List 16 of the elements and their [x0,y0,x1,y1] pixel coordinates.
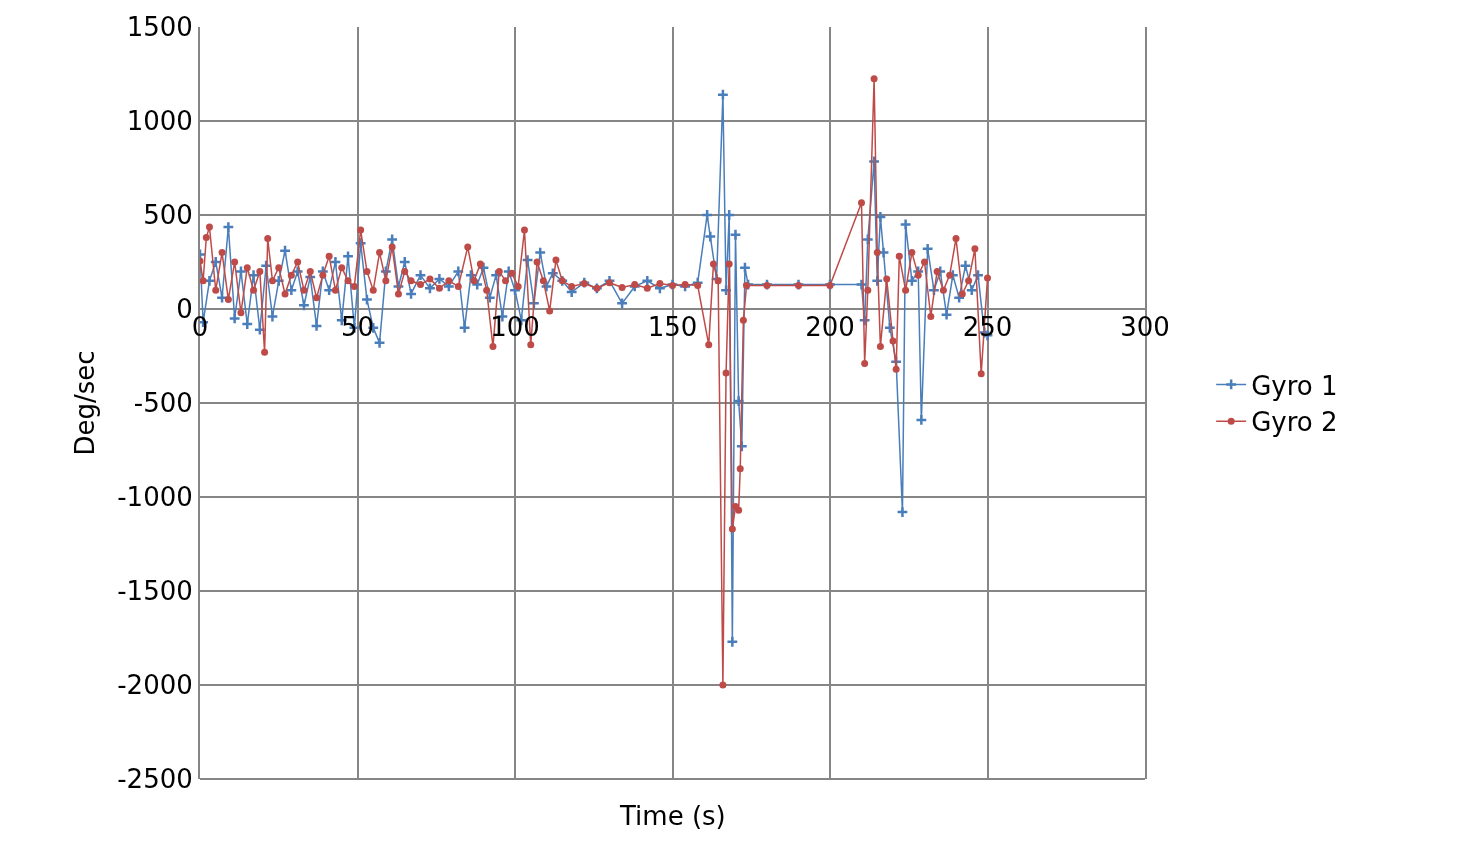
y-tick-label: -500 [133,388,193,419]
y-tick-label: -1000 [117,482,193,513]
legend-label: Gyro 2 [1251,407,1338,438]
y-axis-title: Deg/sec [70,350,101,456]
x-tick-label: 200 [805,312,855,342]
y-tick-label: 500 [143,200,193,231]
y-tick-label: 1000 [126,106,193,137]
y-tick-label: -1500 [117,576,193,607]
x-tick-label: 150 [647,312,698,342]
x-axis-title: Time (s) [619,801,726,831]
x-tick-label: 300 [1120,312,1170,342]
y-tick-label: 1500 [126,12,193,43]
x-tick-label: 50 [340,312,375,342]
y-tick-label: -2500 [117,764,193,795]
legend-label: Gyro 1 [1251,370,1338,401]
y-tick-label: -2000 [117,670,193,701]
